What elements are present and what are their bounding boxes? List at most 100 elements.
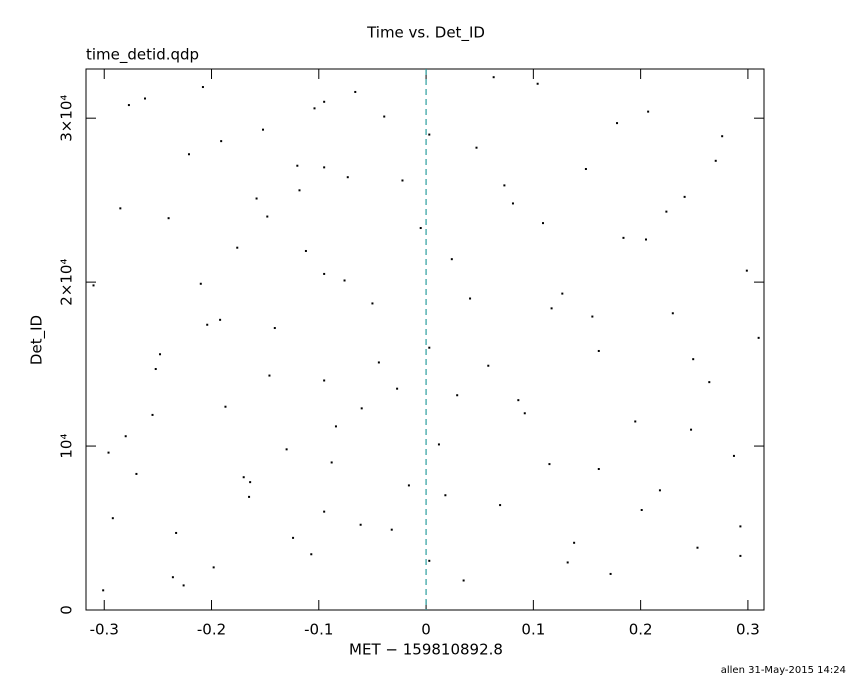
point — [503, 184, 506, 187]
point — [566, 561, 569, 564]
point — [640, 508, 643, 511]
y-tick-label: 0 — [58, 605, 76, 615]
point — [597, 349, 600, 352]
point — [658, 489, 661, 492]
point — [135, 472, 138, 475]
point — [201, 86, 204, 89]
point — [616, 122, 619, 125]
point — [212, 566, 215, 569]
point — [107, 451, 110, 454]
y-axis-label: Det_ID — [28, 315, 47, 365]
point — [383, 115, 386, 118]
point — [298, 189, 301, 192]
point — [597, 468, 600, 471]
point — [334, 425, 337, 428]
point — [561, 292, 564, 295]
point — [119, 207, 122, 210]
point — [199, 282, 202, 285]
point — [444, 494, 447, 497]
y-tick-label: 10⁴ — [58, 434, 76, 459]
point — [219, 318, 222, 321]
point — [536, 82, 539, 85]
point — [396, 387, 399, 390]
point — [591, 315, 594, 318]
point — [346, 176, 349, 179]
point — [523, 412, 526, 415]
point — [584, 168, 587, 171]
point — [499, 504, 502, 507]
point — [111, 517, 114, 520]
point — [127, 104, 130, 107]
point — [266, 215, 269, 218]
point — [323, 100, 326, 103]
point — [159, 353, 162, 356]
point — [428, 133, 431, 136]
point — [236, 246, 239, 249]
point — [390, 528, 393, 531]
point — [330, 461, 333, 464]
point — [175, 531, 178, 534]
point — [469, 297, 472, 300]
point — [167, 217, 170, 220]
point — [671, 312, 674, 315]
point — [313, 107, 316, 110]
point — [437, 443, 440, 446]
point — [573, 541, 576, 544]
point — [377, 361, 380, 364]
point — [206, 323, 209, 326]
point — [360, 407, 363, 410]
point — [517, 399, 520, 402]
point — [739, 554, 742, 557]
point — [456, 394, 459, 397]
point — [187, 153, 190, 156]
point — [622, 236, 625, 239]
point — [255, 197, 258, 200]
plot-frame — [85, 68, 765, 611]
point — [511, 202, 514, 205]
point — [310, 553, 313, 556]
point — [304, 249, 307, 252]
point — [268, 374, 271, 377]
x-tick-label: -0.1 — [304, 621, 333, 639]
point — [492, 76, 495, 79]
point — [757, 336, 760, 339]
subtitle: time_detid.qdp — [86, 46, 199, 65]
chart-title: Time vs. Det_ID — [366, 24, 485, 43]
point — [634, 420, 637, 423]
point — [739, 525, 742, 528]
point — [696, 546, 699, 549]
x-tick-label: -0.3 — [90, 621, 119, 639]
point — [371, 302, 374, 305]
point — [609, 572, 612, 575]
point — [296, 164, 299, 167]
point — [323, 510, 326, 513]
point — [102, 589, 105, 592]
point — [665, 210, 668, 213]
point — [428, 559, 431, 562]
x-axis-label: MET − 159810892.8 — [349, 641, 503, 659]
x-tick-label: 0.1 — [521, 621, 545, 639]
point — [732, 454, 735, 457]
point — [92, 284, 95, 287]
point — [721, 135, 724, 138]
point — [644, 238, 647, 241]
point — [273, 327, 276, 330]
y-tick-label: 2×10⁴ — [58, 259, 76, 306]
point — [354, 90, 357, 93]
x-tick-label: 0.2 — [629, 621, 653, 639]
point — [450, 258, 453, 261]
point — [220, 140, 223, 143]
point — [708, 381, 711, 384]
point — [359, 523, 362, 526]
point — [683, 195, 686, 198]
point — [249, 481, 252, 484]
point — [692, 358, 695, 361]
point — [151, 413, 154, 416]
point — [124, 435, 127, 438]
point — [428, 346, 431, 349]
point — [262, 128, 265, 131]
point — [292, 536, 295, 539]
point — [323, 272, 326, 275]
